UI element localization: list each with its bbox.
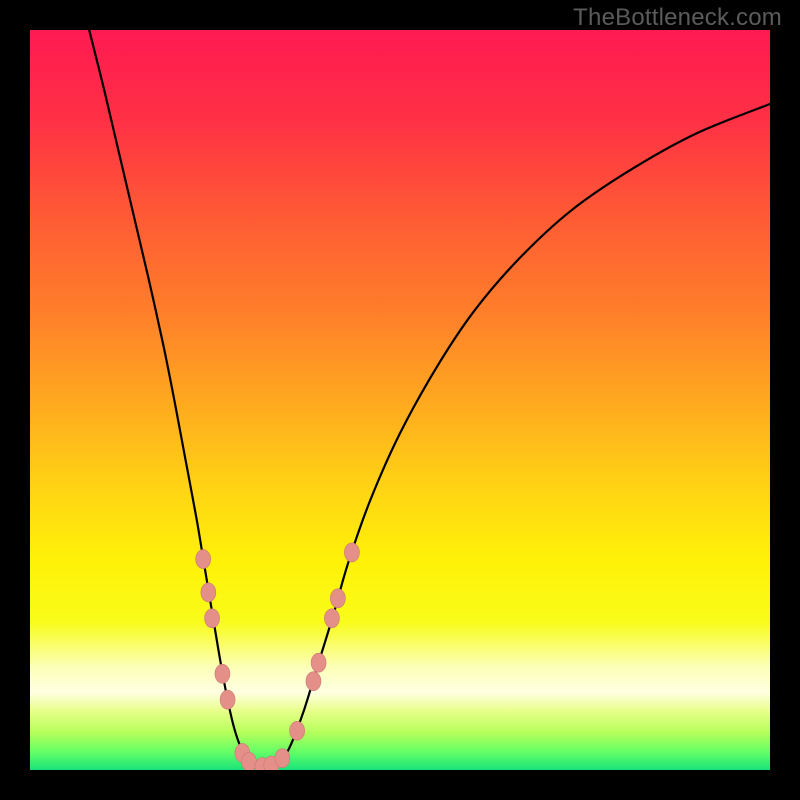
bottleneck-curve <box>89 30 770 769</box>
plot-area <box>30 30 770 770</box>
data-marker <box>290 721 305 740</box>
data-marker <box>275 749 290 768</box>
data-marker <box>344 543 359 562</box>
data-marker <box>215 664 230 683</box>
data-marker <box>306 672 321 691</box>
data-marker <box>324 609 339 628</box>
data-marker <box>242 752 257 770</box>
data-marker <box>220 690 235 709</box>
plot-svg <box>30 30 770 770</box>
data-marker <box>330 589 345 608</box>
data-marker <box>201 583 216 602</box>
chart-container: TheBottleneck.com <box>0 0 800 800</box>
watermark-label: TheBottleneck.com <box>573 4 782 32</box>
data-marker <box>311 653 326 672</box>
data-marker <box>196 550 211 569</box>
data-marker <box>205 609 220 628</box>
